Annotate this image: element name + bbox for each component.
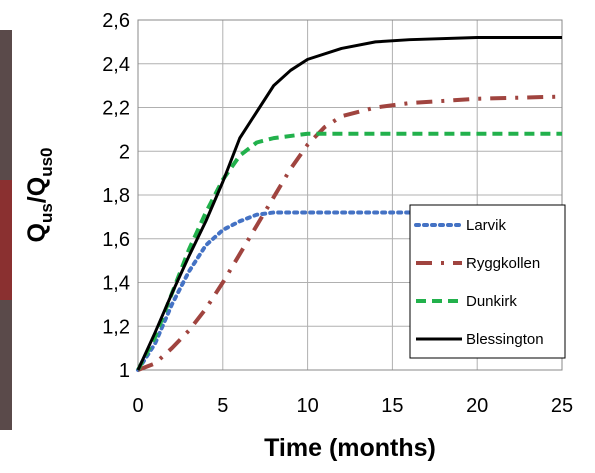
x-axis-label: Time (months) bbox=[264, 434, 436, 462]
series-line bbox=[136, 210, 564, 372]
y-tick-label: 1,6 bbox=[102, 229, 130, 251]
photo-strip-detail bbox=[0, 180, 12, 300]
y-tick-label: 2,2 bbox=[102, 98, 130, 120]
y-tick-label: 1 bbox=[119, 360, 130, 382]
y-tick-label: 2 bbox=[119, 141, 130, 163]
series-line bbox=[136, 36, 562, 371]
plot-frame bbox=[137, 19, 563, 371]
y-tick-label: 1,2 bbox=[102, 316, 130, 338]
legend-label: Larvik bbox=[466, 217, 507, 234]
y-label-part: Q bbox=[23, 223, 51, 242]
x-tick-label: 20 bbox=[466, 395, 488, 417]
y-tick-label: 1,8 bbox=[102, 185, 130, 207]
y-axis-label: Qus/Qus0 bbox=[23, 148, 56, 243]
y-tick-label: 1,4 bbox=[102, 273, 130, 295]
y-tick-label: 2,4 bbox=[102, 54, 130, 76]
x-tick-label: 10 bbox=[296, 395, 318, 417]
series-line bbox=[137, 94, 563, 372]
x-tick-label: 15 bbox=[381, 395, 403, 417]
legend-label: Ryggkollen bbox=[466, 255, 540, 272]
x-tick-label: 25 bbox=[551, 395, 573, 417]
legend-box bbox=[409, 204, 566, 359]
x-tick-label: 0 bbox=[132, 395, 143, 417]
y-label-sub: us0 bbox=[37, 148, 56, 177]
legend-label: Blessington bbox=[466, 331, 544, 348]
x-tick-label: 5 bbox=[217, 395, 228, 417]
y-tick-label: 2,6 bbox=[102, 10, 130, 32]
y-label-sub: us bbox=[37, 203, 56, 223]
legend-label: Dunkirk bbox=[466, 293, 517, 310]
y-label-part: /Q bbox=[23, 177, 51, 203]
